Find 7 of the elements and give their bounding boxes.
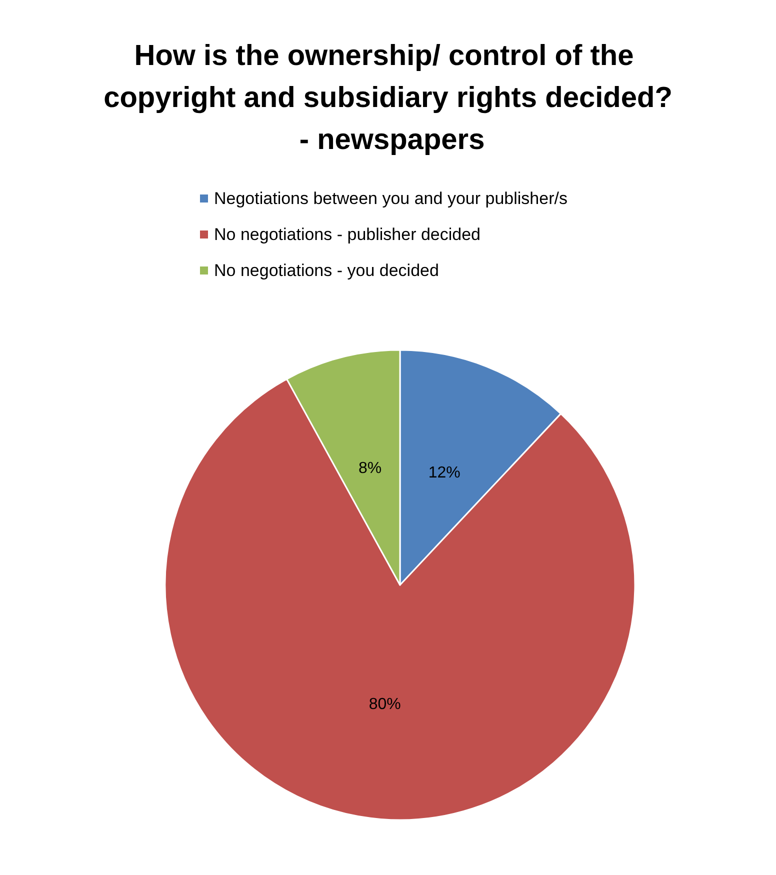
legend-label: No negotiations - publisher decided — [214, 225, 481, 244]
legend-label: No negotiations - you decided — [214, 261, 439, 280]
data-label: 80% — [368, 696, 401, 714]
chart-title: How is the ownership/ control of the copyright and subsidiary rights decided? - newspapers — [104, 40, 672, 156]
legend-label: Negotiations between you and your publisher/s — [214, 189, 568, 208]
data-label: 8% — [358, 460, 382, 477]
data-label: 12% — [428, 464, 460, 482]
